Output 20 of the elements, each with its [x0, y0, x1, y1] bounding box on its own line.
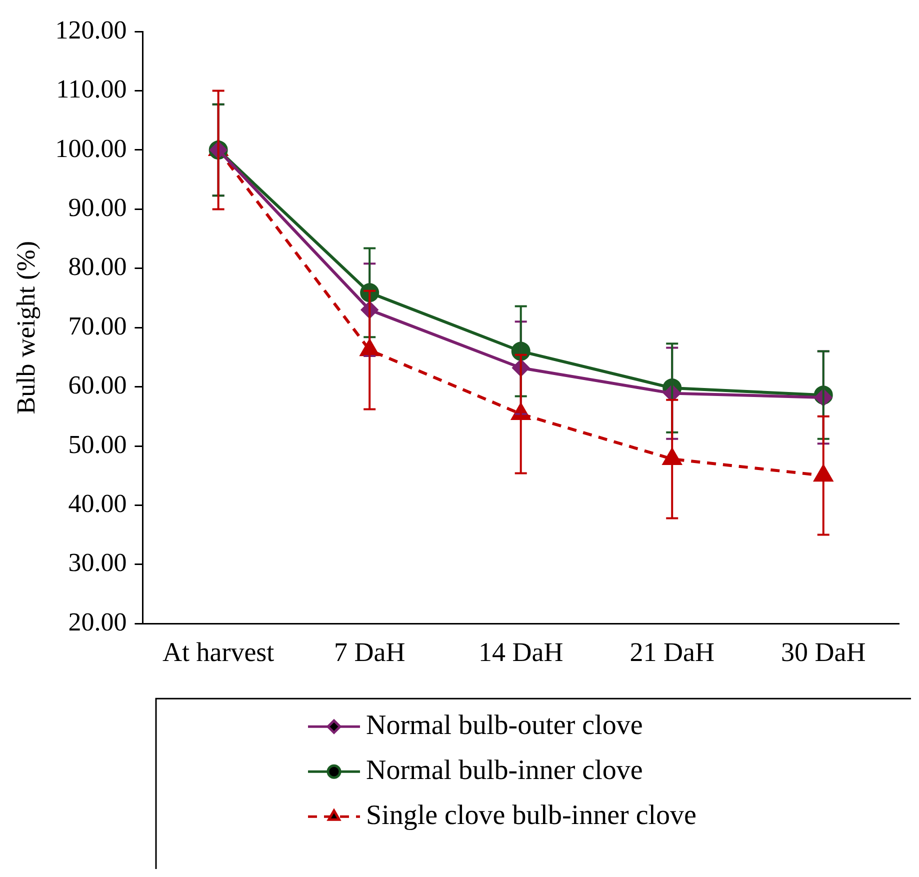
y-tick-label: 60.00 — [68, 370, 127, 400]
x-tick-label: 14 DaH — [478, 636, 564, 667]
legend-label: Normal bulb-outer clove — [366, 710, 643, 741]
y-tick-label: 80.00 — [68, 252, 127, 282]
y-tick-label: 120.00 — [55, 15, 127, 44]
y-tick-label: 70.00 — [68, 311, 127, 340]
x-tick-label: 7 DaH — [334, 636, 406, 667]
x-tick-label: 21 DaH — [630, 636, 714, 667]
y-tick-label: 40.00 — [68, 489, 127, 518]
y-tick-label: 110.00 — [56, 74, 127, 104]
y-tick-label: 20.00 — [68, 607, 127, 636]
legend-label: Normal bulb-inner clove — [366, 754, 643, 786]
y-tick-label: 50.00 — [68, 430, 127, 459]
y-tick-label: 30.00 — [68, 548, 127, 578]
legend-label: Single clove bulb-inner clove — [366, 800, 696, 831]
y-tick-label: 90.00 — [68, 193, 127, 222]
x-tick-label: 30 DaH — [781, 636, 866, 667]
y-tick-label: 100.00 — [55, 134, 127, 163]
x-tick-label: At harvest — [162, 636, 275, 667]
y-axis-title: Bulb weight (%) — [11, 240, 40, 414]
